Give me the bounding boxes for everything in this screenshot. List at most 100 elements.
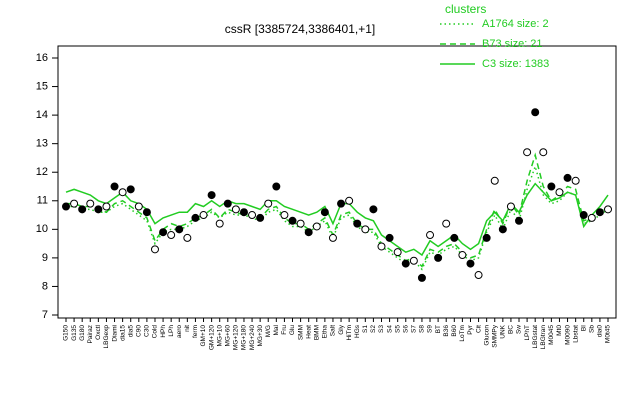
data-point <box>86 199 95 208</box>
x-tick-label: MG+180 <box>241 325 248 350</box>
data-point <box>134 202 143 211</box>
x-tick-label: MG+120 <box>233 325 240 350</box>
data-point <box>434 253 443 262</box>
data-point <box>393 248 402 257</box>
x-tick-label: Heat <box>305 325 312 339</box>
legend-label: C3 size: 1383 <box>482 58 549 70</box>
x-tick-label: ferm <box>192 325 199 338</box>
x-tick-label: LBGexp <box>103 325 110 349</box>
x-tick-label: Mal <box>273 324 280 335</box>
y-tick-label: 11 <box>37 195 48 207</box>
x-tick-label: B36 <box>443 325 450 337</box>
y-tick-label: 14 <box>36 109 48 121</box>
chart-title: cssR [3385724,3386401,+1] <box>225 22 375 36</box>
x-tick-label: aero <box>176 325 183 338</box>
data-point <box>595 208 604 217</box>
x-tick-label: LBGstat <box>532 325 539 349</box>
data-point <box>345 196 354 205</box>
y-tick-label: 13 <box>36 138 48 150</box>
x-tick-label: S8 <box>419 325 426 333</box>
y-tick-label: 8 <box>42 280 48 292</box>
plot-frame <box>57 45 617 319</box>
data-point <box>377 242 386 251</box>
data-point <box>337 199 346 208</box>
data-point <box>506 202 515 211</box>
data-point <box>579 211 588 220</box>
data-point <box>94 205 103 214</box>
x-tick-label: LBGtran <box>540 325 547 350</box>
y-tick-label: 10 <box>36 223 48 235</box>
data-point <box>361 225 370 234</box>
x-tick-label: Etha <box>322 325 329 339</box>
data-point <box>231 205 240 214</box>
data-point <box>385 233 394 242</box>
x-tick-label: B60 <box>451 325 458 337</box>
data-point <box>458 251 467 260</box>
data-point <box>175 225 184 234</box>
x-tick-label: Cit <box>475 325 482 333</box>
data-point <box>401 259 410 268</box>
x-tick-label: M/G <box>265 325 272 337</box>
x-tick-label: Glu <box>289 325 296 336</box>
y-tick-label: 12 <box>36 166 48 178</box>
x-tick-label: S4 <box>386 325 393 333</box>
x-tick-label: dia0 <box>597 325 604 338</box>
y-tick-label: 16 <box>36 52 48 64</box>
data-point <box>539 148 548 157</box>
x-tick-label: SMM <box>297 325 304 340</box>
series-line <box>65 182 609 257</box>
data-point <box>239 208 248 217</box>
data-point <box>183 233 192 242</box>
x-tick-label: dia15 <box>119 325 126 341</box>
data-point <box>288 216 297 225</box>
data-point <box>490 176 499 185</box>
data-point <box>223 199 232 208</box>
data-point <box>312 222 321 231</box>
x-tick-label: C30 <box>144 325 151 337</box>
data-point <box>442 219 451 228</box>
data-point <box>555 188 564 197</box>
data-point <box>248 211 257 220</box>
x-tick-label: Cold <box>152 325 159 339</box>
data-point <box>70 199 79 208</box>
x-tick-label: GM+120 <box>208 325 215 350</box>
x-tick-label: LPh <box>168 325 175 337</box>
data-point <box>482 233 491 242</box>
data-point <box>256 213 265 222</box>
series-line <box>66 152 609 268</box>
data-point <box>409 256 418 265</box>
x-tick-label: C90 <box>136 325 143 337</box>
data-point <box>102 202 111 211</box>
x-tick-label: Salt <box>330 325 337 336</box>
x-tick-label: M0t45 <box>605 325 612 343</box>
data-point <box>280 211 289 220</box>
legend-label: A1764 size: 2 <box>482 18 549 30</box>
x-tick-label: BC <box>508 325 515 334</box>
data-point <box>142 208 151 217</box>
x-tick-label: dia5 <box>127 325 134 338</box>
x-tick-label: Diami <box>111 325 118 342</box>
data-point <box>523 148 532 157</box>
y-tick-label: 15 <box>36 80 48 92</box>
data-point <box>604 205 612 214</box>
data-point <box>118 188 127 197</box>
data-point <box>159 228 168 237</box>
x-tick-label: S3 <box>378 325 385 333</box>
data-point <box>215 219 224 228</box>
x-tick-label: M0090 <box>564 325 571 345</box>
data-point <box>515 216 524 225</box>
x-tick-label: BMM <box>313 325 320 340</box>
x-tick-label: LPhT <box>524 325 531 341</box>
data-point <box>126 185 135 194</box>
x-tick-label: S5 <box>394 325 401 333</box>
x-tick-label: HPh <box>160 325 167 338</box>
data-point <box>264 199 273 208</box>
x-tick-label: Mt0 <box>556 325 563 336</box>
x-tick-label: LoTm <box>459 325 466 342</box>
legend-label: B73 size: 21 <box>482 38 543 50</box>
x-tick-label: Glucon <box>483 325 490 346</box>
data-point <box>320 208 329 217</box>
x-tick-label: MG+240 <box>249 325 256 350</box>
data-point <box>466 259 475 268</box>
